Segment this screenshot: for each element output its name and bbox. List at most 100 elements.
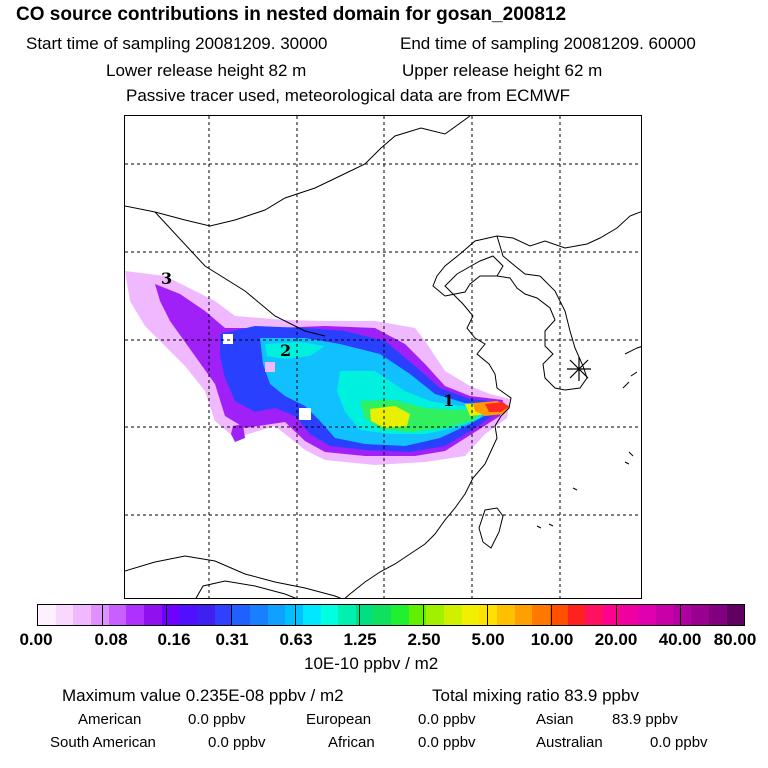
colorbar-segment: [620, 605, 639, 625]
colorbar-segment: [532, 605, 551, 625]
plume-aqua: [265, 342, 325, 359]
colorbar-tick: 2.50: [407, 630, 441, 649]
colorbar-tick: 0.08: [94, 630, 128, 649]
colorbar-unit: 10E-10 ppbv / m2: [304, 654, 439, 673]
region-value-african: 0.0 ppbv: [418, 734, 476, 751]
plume-spot: [231, 424, 245, 442]
colorbar-segment: [196, 605, 215, 625]
colorbar-segment: [249, 605, 268, 625]
colorbar-segment: [232, 605, 250, 625]
colorbar: [37, 604, 745, 626]
region-value-south-american: 0.0 ppbv: [208, 734, 266, 751]
colorbar-segment: [285, 605, 303, 625]
upper-release-height-label: Upper release height 62 m: [402, 61, 603, 80]
colorbar-segment: [267, 605, 286, 625]
colorbar-separator: [230, 605, 232, 625]
colorbar-segment: [108, 605, 127, 625]
colorbar-segment: [214, 605, 233, 625]
start-time-label: Start time of sampling 20081209. 30000: [26, 34, 328, 53]
colorbar-segment: [691, 605, 709, 625]
colorbar-tick: 0.00: [19, 630, 53, 649]
colorbar-segment: [408, 605, 427, 625]
plume-hole-1: [299, 408, 311, 420]
colorbar-segment: [655, 605, 674, 625]
interior-line-2: [125, 555, 342, 598]
colorbar-separator: [102, 605, 104, 625]
colorbar-segment: [126, 605, 144, 625]
region-name-american: American: [78, 711, 142, 728]
plume-hole-3: [223, 334, 233, 344]
colorbar-segment: [426, 605, 445, 625]
region-name-south-american: South American: [50, 734, 156, 751]
region-value-asian: 83.9 ppbv: [612, 711, 678, 728]
colorbar-tick: 0.31: [215, 630, 249, 649]
map-panel: 1 2 3: [124, 115, 642, 599]
colorbar-tick: 80.00: [713, 630, 757, 649]
colorbar-tick: 1.25: [343, 630, 377, 649]
total-mixing-ratio-label: Total mixing ratio 83.9 ppbv: [432, 686, 639, 705]
colorbar-segment: [603, 605, 621, 625]
region-value-australian: 0.0 ppbv: [650, 734, 708, 751]
colorbar-segment: [726, 605, 745, 625]
colorbar-segment: [320, 605, 339, 625]
lat-lon-grid: [125, 116, 641, 598]
interior-line-1: [154, 211, 326, 337]
colorbar-tick: 5.00: [471, 630, 505, 649]
colorbar-segment: [55, 605, 74, 625]
border-north: [125, 116, 471, 227]
colorbar-segment: [373, 605, 392, 625]
colorbar-segment: [355, 605, 374, 625]
plume-red: [485, 402, 509, 412]
china-east-coast: [344, 255, 512, 598]
colorbar-tick: 10.00: [530, 630, 574, 649]
colorbar-separator: [551, 605, 553, 625]
colorbar-separator: [358, 605, 360, 625]
korea-border: [496, 235, 541, 277]
colorbar-segment: [90, 605, 109, 625]
small-islands: [536, 451, 634, 529]
end-time-label: End time of sampling 20081209. 60000: [400, 34, 696, 53]
colorbar-separator: [615, 605, 617, 625]
colorbar-separator: [166, 605, 168, 625]
region-name-african: African: [328, 734, 375, 751]
interior-line-3: [195, 580, 297, 598]
colorbar-ticks: 0.00 0.08 0.16 0.31 0.63 1.25 2.50 5.00 …: [0, 630, 768, 652]
colorbar-segment: [143, 605, 162, 625]
tracer-note: Passive tracer used, meteorological data…: [126, 86, 571, 105]
region-value-european: 0.0 ppbv: [418, 711, 476, 728]
colorbar-segment: [497, 605, 515, 625]
colorbar-segment: [73, 605, 91, 625]
coastlines: [125, 116, 641, 598]
taiwan-island: [478, 507, 504, 549]
map-canvas: 1 2 3: [125, 116, 641, 598]
figure-title: CO source contributions in nested domain…: [16, 4, 567, 25]
region-name-european: European: [306, 711, 372, 728]
colorbar-segment: [338, 605, 356, 625]
japan-islands: [622, 346, 641, 389]
receptor-asterisk-icon: [567, 357, 591, 381]
plume-yellow: [370, 406, 410, 428]
colorbar-segment: [38, 605, 56, 625]
lower-release-height-label: Lower release height 82 m: [106, 61, 307, 80]
korea-peninsula: [496, 275, 588, 391]
region-value-american: 0.0 ppbv: [188, 711, 246, 728]
region-name-asian: Asian: [536, 711, 574, 728]
colorbar-separator: [423, 605, 425, 625]
source-label-1: 1: [443, 391, 454, 410]
colorbar-segment: [514, 605, 533, 625]
colorbar-segment: [161, 605, 180, 625]
colorbar-separator: [679, 605, 681, 625]
colorbar-segment: [567, 605, 586, 625]
source-label-3: 3: [161, 269, 172, 288]
colorbar-separator: [294, 605, 296, 625]
colorbar-segment: [302, 605, 321, 625]
colorbar-tick: 20.00: [594, 630, 638, 649]
colorbar-segment: [673, 605, 692, 625]
colorbar-separator: [487, 605, 489, 625]
colorbar-tick: 0.16: [157, 630, 191, 649]
colorbar-tick: 0.63: [279, 630, 313, 649]
colorbar-segment: [179, 605, 197, 625]
colorbar-segment: [585, 605, 603, 625]
colorbar-segment: [391, 605, 409, 625]
colorbar-segment: [550, 605, 568, 625]
